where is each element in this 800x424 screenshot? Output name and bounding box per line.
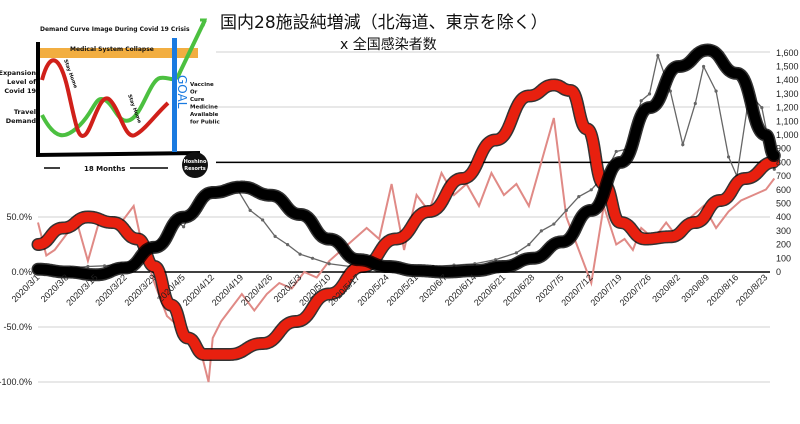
right-axis-tick: 1,200: [776, 103, 799, 113]
inset-ylabel-travel: Travel: [14, 108, 36, 116]
x-axis-tick: 2020/7/26: [618, 272, 653, 307]
left-axis-tick: -100.0%: [0, 377, 32, 387]
inset-ylabel-covid: Level of: [7, 78, 36, 86]
infection-point: [760, 106, 764, 110]
inset-ylabel-covid: Expansion: [0, 69, 36, 77]
infection-point: [564, 208, 568, 212]
red-trend-curve: [33, 79, 780, 360]
left-axis-tick: 0.0%: [11, 267, 32, 277]
inset-goal-note: Available: [190, 112, 219, 118]
right-axis-tick: 0: [776, 267, 781, 277]
right-axis-tick: 1,100: [776, 116, 799, 126]
inset-ylabel-travel: Demand: [6, 117, 37, 125]
black-trend-curve: [33, 45, 780, 280]
infection-point: [261, 218, 265, 222]
right-axis-tick: 300: [776, 226, 791, 236]
x-axis-tick: 2020/3/1: [10, 272, 42, 304]
infection-point: [327, 262, 331, 266]
x-axis-tick: 2020/3/29: [123, 272, 158, 307]
right-axis-tick: 500: [776, 199, 791, 209]
infection-point: [656, 53, 660, 58]
inset-duration: 18 Months: [84, 165, 125, 173]
infection-point: [539, 229, 543, 233]
infection-point: [273, 234, 277, 238]
infection-point: [639, 99, 643, 103]
chart-subtitle: x 全国感染者数: [340, 37, 437, 53]
inset-goal-note: Vaccine: [190, 82, 214, 88]
infection-point: [86, 264, 90, 269]
inset-goal-note: for Public: [190, 120, 220, 126]
right-axis-tick: 1,400: [776, 75, 799, 85]
infection-point: [577, 195, 581, 199]
infection-point: [614, 149, 618, 154]
right-axis-tick: 400: [776, 212, 791, 222]
infection-point: [647, 92, 652, 96]
infection-point: [681, 142, 685, 147]
right-axis-tick: 900: [776, 144, 791, 154]
infection-point: [589, 188, 593, 192]
right-axis-tick: 1,000: [776, 130, 799, 140]
infection-point: [248, 208, 252, 212]
x-axis-tick: 2020/5/31: [385, 272, 420, 307]
inset-goal-note: Medicine: [190, 105, 218, 111]
inset-goal-note: Or: [190, 90, 198, 96]
chart-title: 国内28施設純増減（北海道、東京を除く）: [220, 13, 548, 33]
infection-point: [286, 243, 290, 247]
x-axis-tick: 2020/8/23: [734, 272, 769, 307]
right-axis-tick: 1,600: [776, 48, 799, 58]
infection-point: [702, 64, 706, 69]
x-axis-tick: 2020/4/26: [239, 272, 274, 307]
inset-collapse-label: Medical System Collapse: [70, 46, 154, 53]
left-axis-tick: -50.0%: [3, 322, 32, 332]
right-axis-tick: 700: [776, 171, 791, 181]
svg-text:Hoshino: Hoshino: [184, 159, 207, 165]
svg-text:Resorts: Resorts: [184, 166, 206, 172]
infection-point: [182, 225, 186, 229]
right-axis-tick: 800: [776, 157, 791, 167]
demand-curve-inset: Demand Curve Image During Covid 19 Crisi…: [0, 0, 220, 176]
infection-point: [514, 251, 519, 255]
infection-point: [693, 101, 697, 106]
right-axis-tick: 200: [776, 240, 791, 250]
right-axis-tick: 1,500: [776, 62, 799, 72]
x-axis-tick: 2020/8/2: [650, 272, 682, 304]
inset-goal-note: Cure: [190, 97, 205, 103]
infection-point: [726, 155, 731, 159]
infection-point: [102, 264, 107, 268]
right-axis-tick: 1,300: [776, 89, 799, 99]
right-axis-tick: 100: [776, 253, 791, 263]
infection-point: [552, 222, 556, 226]
infection-point: [527, 243, 531, 247]
x-axis-tick: 2020/6/28: [501, 272, 536, 307]
right-axis-tick: 600: [776, 185, 791, 195]
infection-point: [714, 89, 718, 93]
hoshino-resorts-logo: Hoshino Resorts: [182, 152, 208, 178]
inset-goal-label: GOAL: [175, 75, 189, 109]
inset-ylabel-covid: Covid 19: [4, 87, 36, 95]
left-axis-tick: 50.0%: [6, 212, 32, 222]
inset-title: Demand Curve Image During Covid 19 Crisi…: [40, 26, 190, 33]
infection-point: [298, 252, 302, 256]
infection-point: [310, 256, 315, 260]
